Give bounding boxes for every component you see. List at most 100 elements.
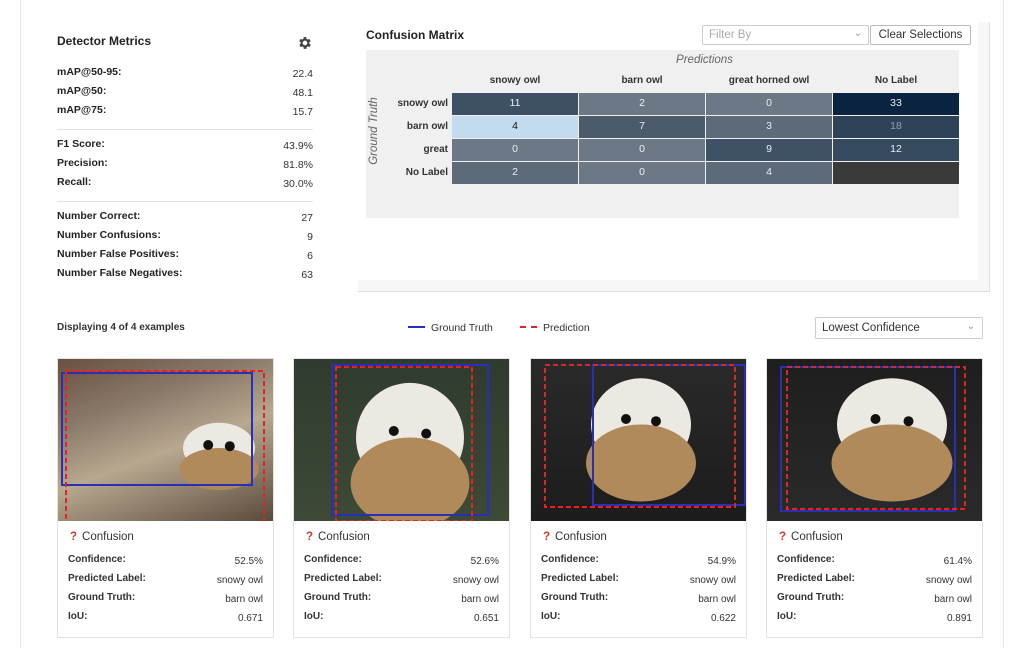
metrics-divider: [57, 201, 313, 202]
filter-by-dropdown[interactable]: Filter By ⌄: [702, 25, 869, 45]
question-icon: ?: [779, 531, 787, 543]
clear-selections-button[interactable]: Clear Selections: [870, 25, 971, 45]
status-label: Confusion: [82, 531, 134, 543]
matrix-cell[interactable]: 9: [706, 139, 832, 161]
card-detail-label: IoU:: [304, 611, 324, 622]
metric-row: mAP@75: 15.7: [57, 104, 313, 123]
metric-row: Recall: 30.0%: [57, 176, 313, 195]
matrix-column-header[interactable]: No Label: [874, 75, 918, 86]
prediction-box: [544, 364, 736, 508]
matrix-cell[interactable]: 0: [706, 93, 832, 115]
matrix-cell[interactable]: 7: [579, 116, 705, 138]
example-card[interactable]: ? Confusion Confidence: 54.9% Predicted Labe…: [530, 358, 747, 638]
matrix-row-header[interactable]: great: [423, 144, 448, 155]
metric-value: 48.1: [292, 87, 313, 99]
card-detail-row: IoU: 0.891: [777, 611, 972, 629]
metric-row: mAP@50-95: 22.4: [57, 66, 313, 85]
matrix-cell[interactable]: 2: [579, 93, 705, 115]
matrix-row-header[interactable]: barn owl: [406, 121, 448, 132]
question-icon: ?: [543, 531, 551, 543]
metric-label: Number False Positives:: [57, 248, 179, 260]
metrics-divider: [57, 129, 313, 130]
card-detail-label: Ground Truth:: [777, 592, 845, 603]
matrix-cell[interactable]: 12: [833, 139, 959, 161]
card-detail-label: Ground Truth:: [304, 592, 372, 603]
example-card[interactable]: ? Confusion Confidence: 52.5% Predicted Labe…: [57, 358, 274, 638]
metric-row: F1 Score: 43.9%: [57, 138, 313, 157]
matrix-cell[interactable]: 0: [452, 139, 578, 161]
matrix-cell[interactable]: 33: [833, 93, 959, 115]
legend-ground-truth: Ground Truth: [408, 322, 493, 334]
card-detail-row: Confidence: 54.9%: [541, 554, 736, 572]
card-detail-row: Confidence: 52.5%: [68, 554, 263, 572]
gear-icon[interactable]: [297, 35, 313, 51]
card-detail-label: Predicted Label:: [304, 573, 382, 584]
matrix-cell[interactable]: 4: [452, 116, 578, 138]
metrics-group-counts: Number Correct: 27 Number Confusions: 9 Nu…: [57, 210, 313, 286]
matrix-cell[interactable]: 11: [452, 93, 578, 115]
card-detail-label: IoU:: [777, 611, 797, 622]
example-image[interactable]: [58, 359, 273, 521]
confusion-matrix-title: Confusion Matrix: [366, 28, 464, 42]
chevron-down-icon: ⌄: [853, 28, 862, 39]
ground-truth-box: [61, 372, 253, 486]
matrix-column-header[interactable]: barn owl: [621, 75, 663, 86]
owl-image-illustration: [780, 366, 966, 512]
result-status: ? Confusion: [543, 531, 607, 543]
card-detail-label: Confidence:: [777, 554, 835, 565]
card-detail-value: barn owl: [461, 594, 499, 605]
metric-label: Recall:: [57, 176, 92, 188]
matrix-cell[interactable]: 0: [579, 139, 705, 161]
matrix-column-header[interactable]: great horned owl: [728, 75, 810, 86]
confusion-matrix-panel: Confusion Matrix Filter By ⌄ Clear Selec…: [358, 22, 990, 292]
prediction-line-icon: [520, 326, 537, 329]
card-detail-label: Predicted Label:: [777, 573, 855, 584]
chevron-down-icon: ⌄: [966, 321, 975, 332]
card-detail-row: IoU: 0.651: [304, 611, 499, 629]
matrix-cell[interactable]: 18: [833, 116, 959, 138]
example-image[interactable]: [767, 359, 982, 521]
matrix-cell[interactable]: 3: [706, 116, 832, 138]
matrix-cell[interactable]: 0: [579, 162, 705, 184]
card-detail-value: 52.6%: [470, 556, 499, 567]
legend-ground-truth-label: Ground Truth: [431, 322, 493, 334]
matrix-cell[interactable]: 2: [452, 162, 578, 184]
metric-label: mAP@50:: [57, 85, 107, 97]
card-detail-value: snowy owl: [452, 575, 499, 586]
example-image[interactable]: [294, 359, 509, 521]
matrix-cell[interactable]: [833, 162, 959, 184]
card-detail-label: Confidence:: [68, 554, 126, 565]
card-detail-row: IoU: 0.671: [68, 611, 263, 629]
metric-label: Number Confusions:: [57, 229, 161, 241]
card-detail-value: 61.4%: [943, 556, 972, 567]
status-label: Confusion: [318, 531, 370, 543]
question-icon: ?: [70, 531, 78, 543]
matrix-row-header[interactable]: No Label: [405, 167, 448, 178]
example-card[interactable]: ? Confusion Confidence: 52.6% Predicted Labe…: [293, 358, 510, 638]
metric-value: 63: [301, 269, 313, 281]
example-card[interactable]: ? Confusion Confidence: 61.4% Predicted Labe…: [766, 358, 983, 638]
matrix-column-header[interactable]: snowy owl: [489, 75, 541, 86]
example-image[interactable]: [531, 359, 746, 521]
card-detail-value: 0.622: [710, 613, 736, 624]
matrix-row-header[interactable]: snowy owl: [397, 98, 448, 109]
card-detail-row: Predicted Label: snowy owl: [304, 573, 499, 591]
filter-placeholder: Filter By: [709, 29, 752, 41]
metric-row: Number Confusions: 9: [57, 229, 313, 248]
metric-label: Number False Negatives:: [57, 267, 183, 279]
card-detail-row: Confidence: 52.6%: [304, 554, 499, 572]
status-label: Confusion: [555, 531, 607, 543]
card-detail-row: Ground Truth: barn owl: [68, 592, 263, 610]
page-border-left: [20, 0, 21, 648]
card-detail-value: 52.5%: [234, 556, 263, 567]
metrics-group-map: mAP@50-95: 22.4 mAP@50: 48.1 mAP@75: 15.7: [57, 66, 313, 123]
metric-label: Precision:: [57, 157, 108, 169]
prediction-box: [65, 370, 265, 521]
result-status: ? Confusion: [70, 531, 134, 543]
card-detail-label: IoU:: [68, 611, 88, 622]
metric-label: mAP@75:: [57, 104, 107, 116]
sort-dropdown[interactable]: Lowest Confidence ⌄: [815, 317, 983, 339]
matrix-cell[interactable]: 4: [706, 162, 832, 184]
page-border-right: [1003, 0, 1004, 648]
card-detail-value: 0.651: [473, 613, 499, 624]
